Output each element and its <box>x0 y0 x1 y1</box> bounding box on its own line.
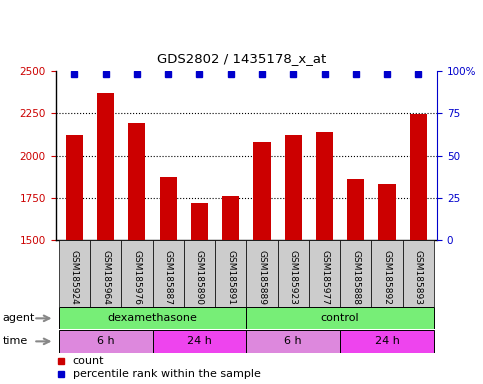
Bar <box>246 307 434 329</box>
Bar <box>284 135 302 240</box>
Text: GSM185887: GSM185887 <box>164 250 172 305</box>
Bar <box>340 330 434 353</box>
Bar <box>340 240 371 307</box>
Bar <box>309 240 340 307</box>
Bar <box>246 240 278 307</box>
Text: agent: agent <box>2 313 35 323</box>
Text: count: count <box>73 356 104 366</box>
Bar <box>128 122 145 240</box>
Text: GDS2802 / 1435178_x_at: GDS2802 / 1435178_x_at <box>157 52 326 65</box>
Text: GSM185890: GSM185890 <box>195 250 204 305</box>
Text: GSM185891: GSM185891 <box>226 250 235 305</box>
Text: 24 h: 24 h <box>375 336 399 346</box>
Bar <box>58 330 153 353</box>
Bar <box>278 240 309 307</box>
Text: GSM185892: GSM185892 <box>383 250 392 305</box>
Bar <box>379 184 396 240</box>
Bar <box>184 240 215 307</box>
Bar <box>410 114 427 240</box>
Bar <box>222 196 239 240</box>
Bar <box>254 142 270 240</box>
Text: GSM185923: GSM185923 <box>289 250 298 305</box>
Text: 6 h: 6 h <box>284 336 302 346</box>
Bar <box>191 203 208 240</box>
Bar <box>153 240 184 307</box>
Bar <box>371 240 403 307</box>
Text: GSM185893: GSM185893 <box>414 250 423 305</box>
Text: 6 h: 6 h <box>97 336 114 346</box>
Text: GSM185889: GSM185889 <box>257 250 267 305</box>
Bar <box>153 330 246 353</box>
Text: GSM185977: GSM185977 <box>320 250 329 305</box>
Bar <box>66 135 83 240</box>
Bar <box>58 307 246 329</box>
Bar <box>403 240 434 307</box>
Bar <box>90 240 121 307</box>
Bar <box>316 132 333 240</box>
Text: GSM185976: GSM185976 <box>132 250 142 305</box>
Bar <box>215 240 246 307</box>
Bar <box>347 179 364 240</box>
Bar <box>58 240 90 307</box>
Text: GSM185888: GSM185888 <box>351 250 360 305</box>
Bar <box>97 93 114 240</box>
Text: dexamethasone: dexamethasone <box>108 313 198 323</box>
Bar <box>121 240 153 307</box>
Text: time: time <box>2 336 28 346</box>
Bar <box>159 177 177 240</box>
Text: GSM185924: GSM185924 <box>70 250 79 305</box>
Text: 24 h: 24 h <box>187 336 212 346</box>
Bar <box>246 330 340 353</box>
Text: control: control <box>321 313 359 323</box>
Text: percentile rank within the sample: percentile rank within the sample <box>73 369 261 379</box>
Text: GSM185964: GSM185964 <box>101 250 110 305</box>
